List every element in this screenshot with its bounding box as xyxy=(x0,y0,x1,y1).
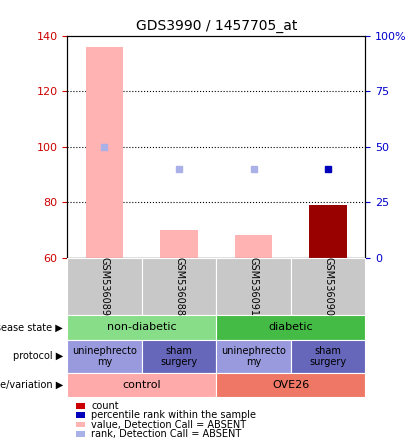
Text: non-diabetic: non-diabetic xyxy=(107,322,176,333)
Text: GSM536091: GSM536091 xyxy=(249,257,259,316)
Text: genotype/variation ▶: genotype/variation ▶ xyxy=(0,380,63,390)
Text: GSM536090: GSM536090 xyxy=(323,257,333,316)
Text: OVE26: OVE26 xyxy=(272,380,310,390)
Text: diabetic: diabetic xyxy=(268,322,313,333)
Text: value, Detection Call = ABSENT: value, Detection Call = ABSENT xyxy=(91,420,246,429)
Text: sham
surgery: sham surgery xyxy=(160,345,197,367)
Text: protocol ▶: protocol ▶ xyxy=(13,351,63,361)
Text: count: count xyxy=(91,401,119,411)
Bar xyxy=(160,230,198,258)
Text: disease state ▶: disease state ▶ xyxy=(0,322,63,333)
Bar xyxy=(235,235,272,258)
Bar xyxy=(310,205,347,258)
Text: uninephrecto
my: uninephrecto my xyxy=(221,345,286,367)
Text: uninephrecto
my: uninephrecto my xyxy=(72,345,137,367)
Text: GSM536088: GSM536088 xyxy=(174,257,184,316)
Text: GSM536089: GSM536089 xyxy=(100,257,110,316)
Text: control: control xyxy=(123,380,161,390)
Text: sham
surgery: sham surgery xyxy=(310,345,346,367)
Text: percentile rank within the sample: percentile rank within the sample xyxy=(91,410,256,420)
Text: rank, Detection Call = ABSENT: rank, Detection Call = ABSENT xyxy=(91,429,242,439)
Title: GDS3990 / 1457705_at: GDS3990 / 1457705_at xyxy=(136,19,297,33)
Bar xyxy=(86,47,123,258)
